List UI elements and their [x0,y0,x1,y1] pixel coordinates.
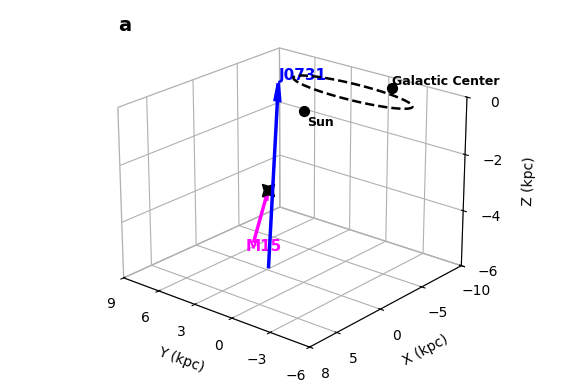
Y-axis label: X (kpc): X (kpc) [401,332,451,368]
Text: a: a [118,15,131,34]
X-axis label: Y (kpc): Y (kpc) [156,345,207,375]
